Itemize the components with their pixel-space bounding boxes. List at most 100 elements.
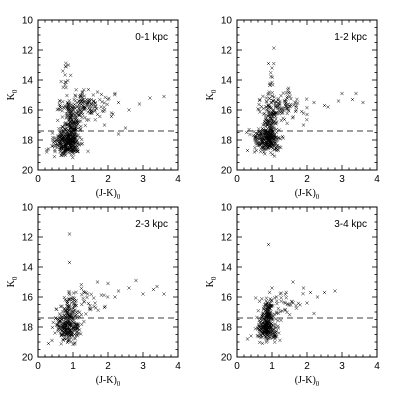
data-point [301,286,306,290]
data-point [61,85,65,90]
data-point [257,98,262,103]
data-point [265,306,270,310]
data-point [55,322,59,327]
data-point [266,61,271,66]
data-point [274,299,279,303]
x-tick-label: 4 [175,174,181,185]
data-point [68,122,73,127]
data-point [295,97,299,102]
data-point [62,295,67,300]
data-point [276,311,281,315]
data-point [67,323,72,327]
data-point [284,290,289,295]
x-tick-label: 1 [70,174,76,185]
data-point [285,121,289,126]
data-point [69,329,74,334]
data-point [294,103,299,108]
data-point [284,295,289,300]
data-point [280,110,285,115]
data-point [73,94,78,98]
data-point [68,124,72,128]
data-point [270,317,274,322]
data-point [46,147,51,151]
y-axis-label: K0 [205,276,218,287]
data-point [267,290,272,295]
data-point [89,292,94,297]
data-point [354,91,358,96]
data-point [81,296,85,301]
data-point [279,299,284,304]
panel-label: 2-3 kpc [135,219,168,230]
data-point [64,105,69,109]
y-tick-label: 16 [221,293,233,304]
data-point [105,295,110,299]
data-point [266,310,270,314]
data-point [63,73,67,77]
data-point [266,123,270,127]
data-point [82,299,86,304]
data-point [63,132,67,137]
y-tick-label: 16 [22,293,34,304]
data-point [57,312,62,316]
data-point [127,108,131,112]
data-point [68,115,72,119]
data-point [275,120,279,125]
data-point [64,85,68,90]
data-point [68,143,73,147]
data-point [262,111,267,116]
data-point [262,122,267,127]
data-point [258,110,262,114]
data-point [89,97,94,102]
data-point [268,329,272,334]
y-tick-label: 18 [22,323,34,334]
data-point [270,111,275,116]
data-point [259,136,264,140]
data-point [257,340,262,345]
data-point [69,113,74,118]
data-point [74,290,78,295]
data-point [285,107,290,111]
data-point [55,323,60,328]
data-point [267,96,272,101]
y-tick-label: 14 [221,263,233,274]
data-point [66,78,70,83]
data-point [263,143,267,147]
data-point [105,102,110,107]
data-point [272,296,277,300]
data-point [73,340,77,345]
data-point [78,127,83,132]
data-point [67,260,72,265]
data-point [88,307,92,312]
data-point [273,336,277,341]
data-point [268,332,273,337]
data-point [257,129,262,134]
data-point [283,307,287,312]
data-point [55,118,60,123]
data-point [102,123,107,127]
data-point [361,100,365,105]
data-point [162,94,166,99]
data-point [81,106,86,111]
data-point [67,328,72,333]
data-point [261,123,265,127]
data-point [264,340,269,344]
data-point [333,289,337,293]
data-point [269,74,273,79]
data-point [263,324,268,329]
data-point [62,336,67,341]
data-point [61,333,66,337]
data-point [72,122,76,127]
x-tick-label: 2 [105,361,111,372]
data-point [76,323,81,327]
data-point [55,139,60,144]
data-point [102,101,107,105]
data-point [113,91,117,96]
x-axis-label: (J-K)0 [96,375,121,388]
data-point [72,296,77,301]
x-tick-label: 0 [234,174,240,185]
data-point [294,108,298,112]
data-point [78,104,82,108]
data-point [62,316,66,320]
data-point [84,97,89,102]
